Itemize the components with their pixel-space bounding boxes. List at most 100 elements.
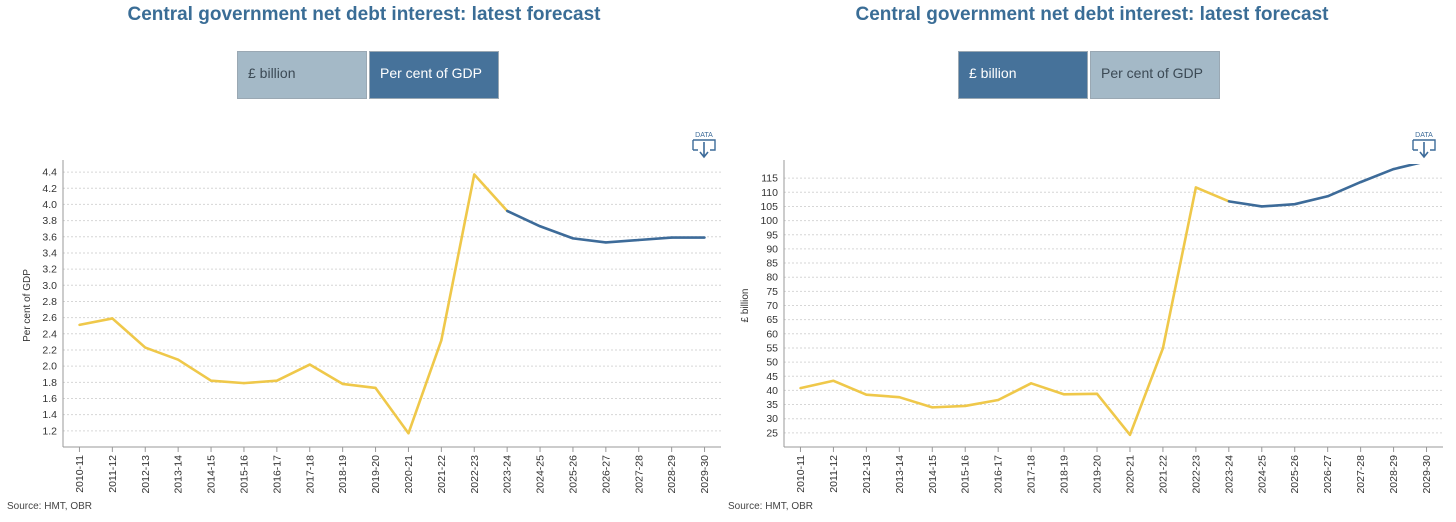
forecast-series-line [1228,164,1421,208]
forecast-data-point [703,236,706,239]
x-tick-label: 2024-25 [1256,455,1268,494]
y-tick-label: 1.8 [42,377,57,389]
y-tick-label: 30 [766,413,778,425]
tab-percent-gdp[interactable]: Per cent of GDP [1090,51,1220,99]
outturn-series-line [800,186,1230,437]
x-tick-label: 2023-24 [1223,455,1235,494]
tab-billion[interactable]: £ billion [237,51,367,99]
y-tick-label: 25 [766,427,778,439]
outturn-data-point [374,386,377,390]
outturn-data-point [242,381,246,385]
x-tick-label: 2012-13 [140,455,152,494]
y-tick-label: 50 [766,357,778,369]
source-note: Source: HMT, OBR [7,501,93,512]
forecast-data-point [1425,160,1427,162]
x-tick-label: 2012-13 [861,455,873,494]
chart-title: Central government net debt interest: la… [855,4,1329,25]
data-download-icon[interactable]: DATA [691,130,717,160]
y-tick-label: 3.4 [42,247,57,259]
outturn-data-point [407,432,410,435]
outturn-data-point [111,317,114,320]
outturn-data-point [176,358,180,361]
outturn-data-point [832,379,835,382]
x-tick-label: 2016-17 [271,455,283,494]
x-tick-label: 2024-25 [535,455,547,494]
x-tick-label: 2016-17 [993,455,1005,494]
y-tick-label: 75 [766,286,778,298]
y-tick-label: 2.2 [42,344,57,356]
outturn-data-point [308,363,311,366]
outturn-series-line [79,173,509,435]
y-axis-title: £ billion [740,289,751,323]
x-tick-label: 2010-11 [795,455,807,493]
x-tick-label: 2028-29 [1388,455,1400,494]
x-tick-label: 2013-14 [894,455,906,494]
forecast-data-point [571,237,575,240]
outturn-data-point [931,406,934,409]
y-tick-label: 2.8 [42,296,57,308]
y-tick-label: 1.6 [42,393,57,405]
x-tick-label: 2020-21 [403,455,415,494]
outturn-data-point [1095,392,1099,395]
y-axis-title: Per cent of GDP [22,269,33,342]
x-tick-label: 2011-12 [107,455,119,493]
y-tick-label: 65 [766,314,778,326]
x-tick-label: 2020-21 [1124,455,1136,494]
forecast-data-point [604,241,608,244]
outturn-data-point [275,379,279,382]
outturn-data-point [341,382,344,386]
forecast-data-point [1392,167,1395,171]
y-tick-label: 4.2 [42,183,57,195]
y-tick-label: 1.4 [42,409,57,421]
line-chart-percent-gdp: 1.2 1.4 1.6 1.8 2.0 2.2 2.4 2.6 2.8 3.0 3.2 3.4 3.6 3… [22,160,721,494]
y-tick-label: 45 [766,371,778,383]
outturn-data-point [209,379,213,382]
x-tick-label: 2019-20 [1092,455,1104,494]
right-chart-panel: Central government net debt interest: la… [728,0,1456,522]
outturn-data-point [1029,382,1033,385]
chart-title: Central government net debt interest: la… [127,4,601,25]
outturn-data-point [1161,347,1165,350]
y-tick-label: 2.6 [42,312,57,324]
x-tick-label: 2021-22 [436,455,448,494]
x-tick-label: 2029-30 [1421,455,1433,494]
outturn-data-point [799,386,802,390]
outturn-data-point [1128,433,1132,437]
outturn-data-point [78,323,81,327]
outturn-data-point [898,395,901,399]
x-tick-label: 2018-19 [1059,455,1071,494]
x-tick-label: 2022-23 [469,455,481,494]
data-download-icon[interactable]: DATA [1411,130,1437,160]
forecast-data-point [637,238,640,242]
data-icon-label: DATA [695,132,713,139]
x-tick-label: 2028-29 [666,455,678,494]
y-tick-label: 95 [766,229,778,241]
y-tick-label: 1.2 [42,425,57,437]
forecast-series-line [506,209,705,244]
y-tick-label: 4.4 [42,167,57,179]
y-tick-label: 105 [760,201,778,213]
tab-billion[interactable]: £ billion [958,51,1088,99]
x-tick-label: 2027-28 [1355,455,1367,494]
y-tick-label: 3.2 [42,264,57,276]
outturn-data-point [473,173,476,176]
y-tick-label: 35 [766,399,778,411]
y-tick-label: 3.8 [42,215,57,227]
x-tick-label: 2023-24 [502,455,514,494]
outturn-data-point [440,339,443,342]
x-tick-label: 2015-16 [238,455,250,494]
left-chart-panel: Central government net debt interest: la… [7,4,721,512]
x-tick-label: 2013-14 [173,455,185,494]
y-tick-label: 2.0 [42,361,57,373]
y-tick-label: 3.6 [42,231,57,243]
y-tick-label: 40 [766,385,778,397]
y-tick-label: 3.0 [42,280,57,292]
y-tick-label: 80 [766,272,778,284]
y-tick-label: 70 [766,300,778,312]
x-tick-label: 2015-16 [960,455,972,494]
outturn-data-point [865,393,868,396]
y-tick-label: 4.0 [42,199,57,211]
y-tick-label: 2.4 [42,328,57,340]
tab-percent-gdp[interactable]: Per cent of GDP [369,51,499,99]
y-tick-label: 115 [761,173,778,185]
